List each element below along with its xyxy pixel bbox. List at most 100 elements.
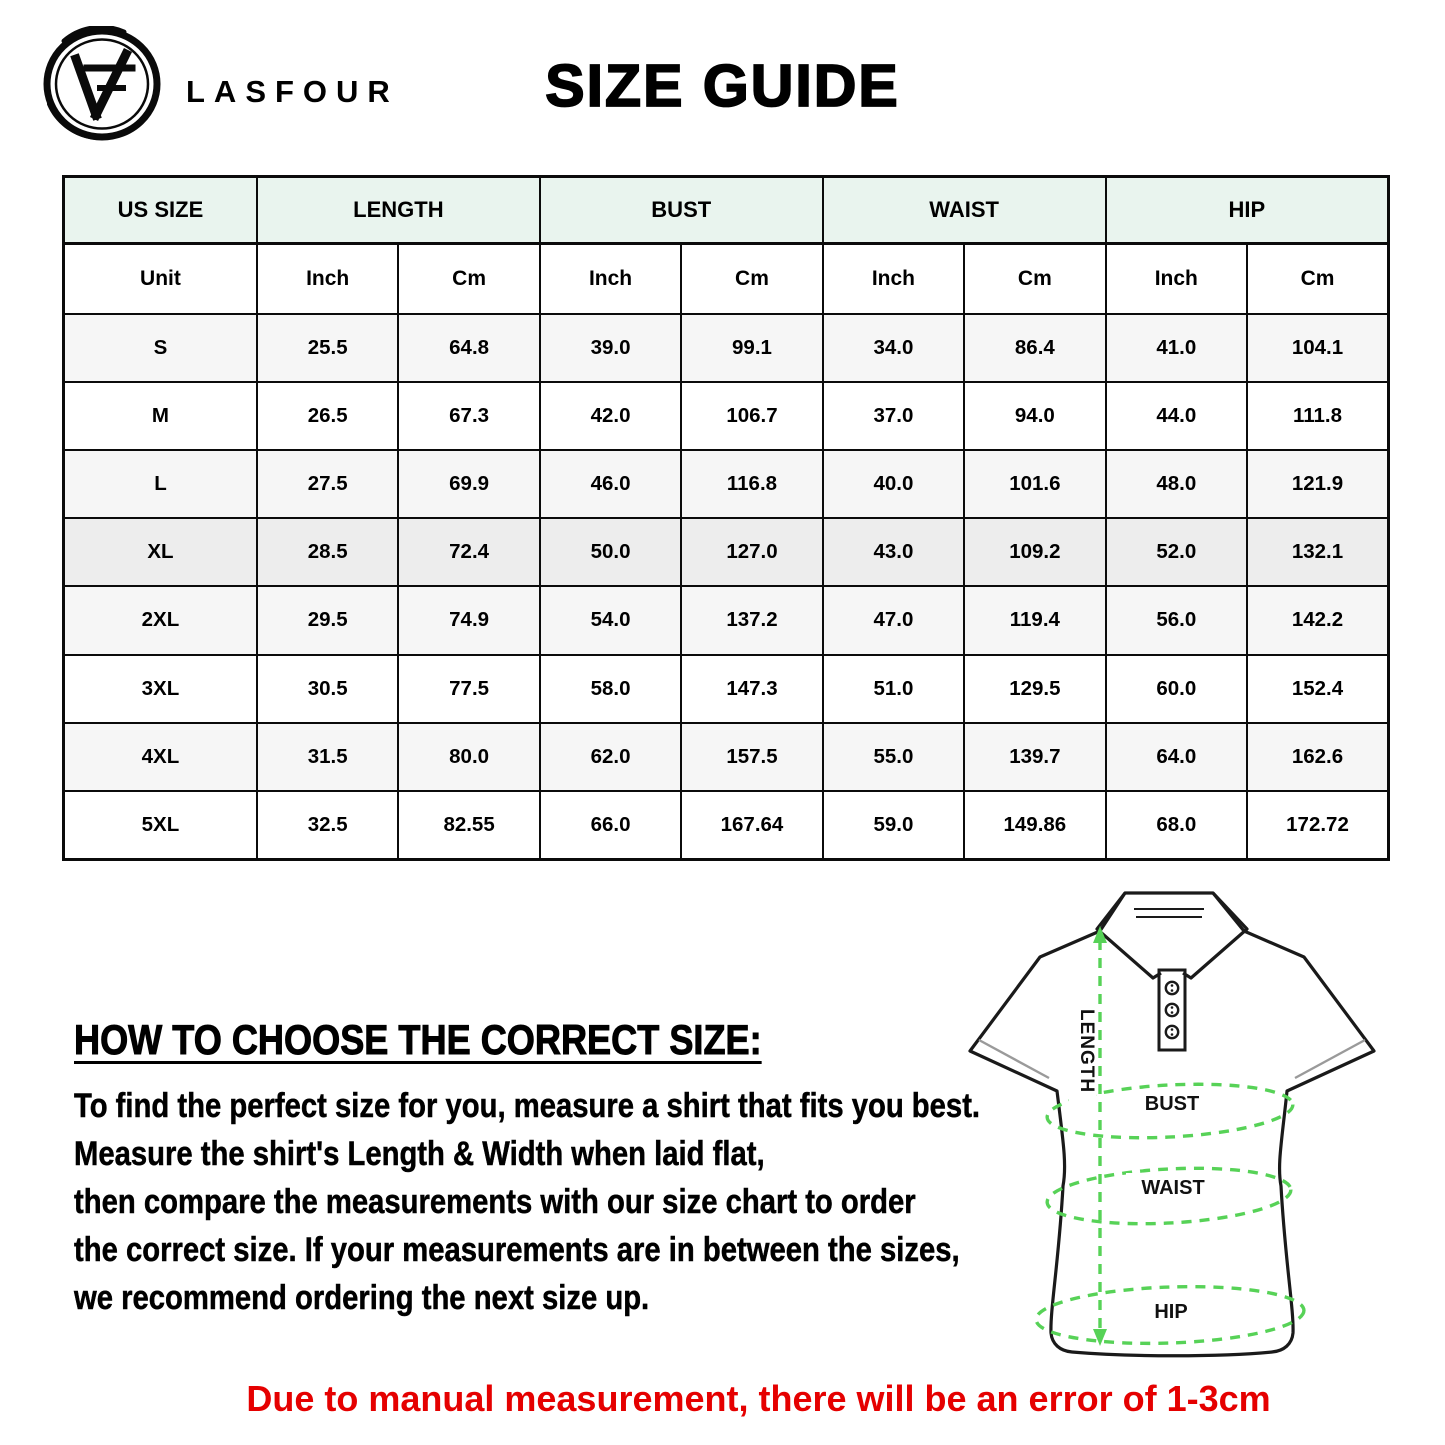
value-cell: 99.1 bbox=[680, 312, 824, 384]
value-cell: 34.0 bbox=[821, 312, 966, 384]
value-cell: 39.0 bbox=[538, 312, 683, 384]
table-unit-row: Unit Inch Cm Inch Cm Inch Cm Inch Cm bbox=[62, 242, 1390, 315]
size-cell: 2XL bbox=[62, 585, 258, 656]
brand-name: LASFOUR bbox=[186, 74, 399, 109]
size-row-5xl: 5XL 32.5 82.55 66.0 167.64 59.0 149.86 6… bbox=[62, 789, 1390, 861]
value-cell: 40.0 bbox=[821, 449, 966, 520]
sizing-instructions: HOW TO CHOOSE THE CORRECT SIZE: To find … bbox=[74, 1016, 1089, 1322]
value-cell: 27.5 bbox=[255, 449, 400, 520]
unit-label: Unit bbox=[62, 242, 258, 315]
value-cell: 46.0 bbox=[538, 449, 683, 520]
length-arrow-down-icon bbox=[1093, 1329, 1107, 1346]
col-header-us-size: US SIZE bbox=[62, 175, 258, 245]
size-cell: S bbox=[62, 312, 258, 384]
value-cell: 66.0 bbox=[538, 789, 683, 861]
value-cell: 147.3 bbox=[680, 653, 824, 724]
collar-stitches bbox=[1134, 908, 1204, 918]
value-cell: 54.0 bbox=[538, 585, 683, 656]
value-cell: 55.0 bbox=[821, 721, 966, 792]
value-cell: 80.0 bbox=[397, 721, 541, 792]
hip-label: HIP bbox=[1154, 1301, 1187, 1323]
value-cell: 43.0 bbox=[821, 517, 966, 588]
value-cell: 121.9 bbox=[1246, 449, 1390, 520]
value-cell: 167.64 bbox=[680, 789, 824, 861]
collar bbox=[1095, 891, 1249, 980]
value-cell: 129.5 bbox=[963, 653, 1107, 724]
value-cell: 31.5 bbox=[255, 721, 400, 792]
value-cell: 142.2 bbox=[1246, 585, 1390, 656]
instruction-line: the correct size. If your measurements a… bbox=[74, 1231, 960, 1270]
col-header-hip: HIP bbox=[1104, 175, 1390, 245]
value-cell: 104.1 bbox=[1246, 312, 1390, 384]
sleeve-stitch-right bbox=[1294, 1038, 1366, 1080]
instruction-line: Measure the shirt's Length & Width when … bbox=[74, 1135, 765, 1174]
value-cell: 86.4 bbox=[963, 312, 1107, 384]
unit-cell: Cm bbox=[1246, 242, 1390, 315]
value-cell: 67.3 bbox=[397, 381, 541, 452]
value-cell: 42.0 bbox=[538, 381, 683, 452]
measure-labels: LENGTH BUST WAIST HIP bbox=[1069, 1002, 1220, 1324]
value-cell: 74.9 bbox=[397, 585, 541, 656]
value-cell: 58.0 bbox=[538, 653, 683, 724]
unit-cell: Cm bbox=[963, 242, 1107, 315]
value-cell: 44.0 bbox=[1104, 381, 1249, 452]
instructions-heading: HOW TO CHOOSE THE CORRECT SIZE: bbox=[74, 1016, 763, 1064]
waist-label: WAIST bbox=[1141, 1177, 1204, 1199]
value-cell: 68.0 bbox=[1104, 789, 1249, 861]
unit-cell: Inch bbox=[821, 242, 966, 315]
value-cell: 157.5 bbox=[680, 721, 824, 792]
value-cell: 32.5 bbox=[255, 789, 400, 861]
value-cell: 50.0 bbox=[538, 517, 683, 588]
shirt-body-outline bbox=[968, 891, 1376, 1358]
value-cell: 37.0 bbox=[821, 381, 966, 452]
value-cell: 137.2 bbox=[680, 585, 824, 656]
value-cell: 72.4 bbox=[397, 517, 541, 588]
col-header-length: LENGTH bbox=[255, 175, 541, 245]
value-cell: 47.0 bbox=[821, 585, 966, 656]
measurement-disclaimer: Due to manual measurement, there will be… bbox=[246, 1378, 1271, 1419]
col-header-bust: BUST bbox=[538, 175, 824, 245]
size-table: US SIZE LENGTH BUST WAIST HIP Unit Inch … bbox=[62, 175, 1390, 861]
value-cell: 64.8 bbox=[397, 312, 541, 384]
bust-label: BUST bbox=[1145, 1093, 1199, 1115]
size-row-xl: XL 28.5 72.4 50.0 127.0 43.0 109.2 52.0 … bbox=[62, 517, 1390, 588]
value-cell: 56.0 bbox=[1104, 585, 1249, 656]
value-cell: 149.86 bbox=[963, 789, 1107, 861]
value-cell: 48.0 bbox=[1104, 449, 1249, 520]
size-cell: 3XL bbox=[62, 653, 258, 724]
size-cell: M bbox=[62, 381, 258, 452]
value-cell: 172.72 bbox=[1246, 789, 1390, 861]
value-cell: 111.8 bbox=[1246, 381, 1390, 452]
value-cell: 59.0 bbox=[821, 789, 966, 861]
size-cell: L bbox=[62, 449, 258, 520]
length-label: LENGTH bbox=[1076, 1009, 1097, 1093]
length-arrow-up-icon bbox=[1093, 926, 1107, 943]
size-row-2xl: 2XL 29.5 74.9 54.0 137.2 47.0 119.4 56.0… bbox=[62, 585, 1390, 656]
page-title: SIZE GUIDE bbox=[544, 52, 900, 120]
value-cell: 25.5 bbox=[255, 312, 400, 384]
unit-cell: Cm bbox=[680, 242, 824, 315]
sleeve-stitch-left bbox=[978, 1038, 1050, 1080]
unit-cell: Inch bbox=[1104, 242, 1249, 315]
shirt-measurement-diagram: LENGTH BUST WAIST HIP bbox=[968, 891, 1376, 1358]
value-cell: 106.7 bbox=[680, 381, 824, 452]
value-cell: 127.0 bbox=[680, 517, 824, 588]
size-row-4xl: 4XL 31.5 80.0 62.0 157.5 55.0 139.7 64.0… bbox=[62, 721, 1390, 792]
size-row-3xl: 3XL 30.5 77.5 58.0 147.3 51.0 129.5 60.0… bbox=[62, 653, 1390, 724]
value-cell: 132.1 bbox=[1246, 517, 1390, 588]
col-header-waist: WAIST bbox=[821, 175, 1107, 245]
value-cell: 82.55 bbox=[397, 789, 541, 861]
value-cell: 109.2 bbox=[963, 517, 1107, 588]
value-cell: 101.6 bbox=[963, 449, 1107, 520]
value-cell: 94.0 bbox=[963, 381, 1107, 452]
value-cell: 62.0 bbox=[538, 721, 683, 792]
lasfour-logo-icon bbox=[43, 26, 161, 141]
instruction-line: we recommend ordering the next size up. bbox=[74, 1279, 650, 1318]
value-cell: 29.5 bbox=[255, 585, 400, 656]
instruction-line: then compare the measurements with our s… bbox=[74, 1183, 916, 1222]
value-cell: 51.0 bbox=[821, 653, 966, 724]
unit-cell: Inch bbox=[255, 242, 400, 315]
value-cell: 152.4 bbox=[1246, 653, 1390, 724]
unit-cell: Cm bbox=[397, 242, 541, 315]
value-cell: 52.0 bbox=[1104, 517, 1249, 588]
